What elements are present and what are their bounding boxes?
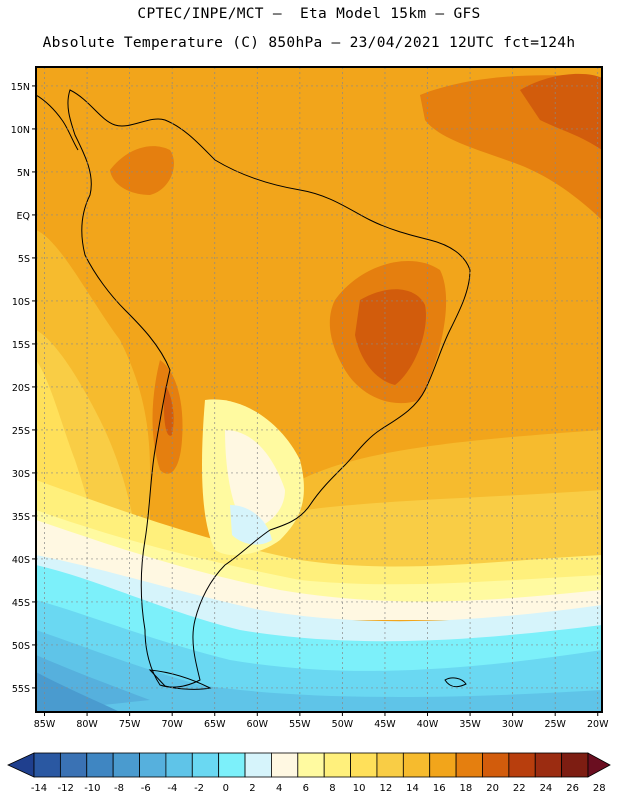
- lat-label: 25S: [12, 426, 30, 437]
- lat-label: 15N: [11, 82, 30, 93]
- lat-label: 45S: [12, 598, 30, 609]
- colorbar-label: 20: [486, 783, 499, 794]
- colorbar-swatch: [86, 752, 114, 778]
- colorbar-swatch: [297, 752, 325, 778]
- field-arg-cold: [230, 505, 272, 545]
- colorbar-label: 12: [379, 783, 392, 794]
- colorbar-label: 28: [593, 783, 606, 794]
- colorbar-swatch: [429, 752, 457, 778]
- lon-label: 80W: [76, 719, 98, 730]
- lon-label: 25W: [544, 719, 566, 730]
- colorbar-label: 2: [249, 783, 255, 794]
- map-frame: [35, 66, 603, 713]
- graticule: [36, 67, 602, 712]
- colorbar-swatch: [139, 752, 167, 778]
- colorbar-swatch: [33, 752, 61, 778]
- lat-label: 5N: [17, 168, 30, 179]
- field-atl-14: [250, 490, 602, 580]
- lat-label: EQ: [17, 211, 30, 222]
- colorbar-label: 8: [329, 783, 335, 794]
- lat-label: 50S: [12, 641, 30, 652]
- lat-label: 30S: [12, 469, 30, 480]
- colorbar-label: 16: [433, 783, 446, 794]
- colorbar-label: -8: [114, 783, 124, 794]
- colorbar-label: 18: [460, 783, 473, 794]
- lon-label: 85W: [34, 719, 56, 730]
- lat-label: 15S: [12, 340, 30, 351]
- colorbar-swatch: [376, 752, 404, 778]
- colorbar-label: -6: [141, 783, 151, 794]
- colorbar-label: -12: [58, 783, 74, 794]
- lon-label: 65W: [204, 719, 226, 730]
- field-andes-24: [163, 385, 174, 436]
- field-arg-cool2: [225, 430, 285, 530]
- colorbar-label: -2: [194, 783, 204, 794]
- colorbar-swatch: [218, 752, 246, 778]
- colorbar-swatch: [482, 752, 510, 778]
- colorbar-swatch: [508, 752, 536, 778]
- south-america-coastline: [67, 89, 471, 688]
- lon-label: 70W: [161, 719, 183, 730]
- field-south-m6: [36, 672, 120, 712]
- colorbar-label: 0: [223, 783, 229, 794]
- lat-label: 40S: [12, 555, 30, 566]
- lat-label: 5S: [18, 254, 30, 265]
- field-ne-hot: [520, 73, 602, 150]
- lat-label: 10N: [11, 125, 30, 136]
- colorbar-swatch: [271, 752, 299, 778]
- colorbar-label: 4: [276, 783, 282, 794]
- field-pacific-12: [36, 360, 95, 520]
- colorbar-label: -4: [167, 783, 177, 794]
- colorbar-swatch: [112, 752, 140, 778]
- colorbar-swatch: [191, 752, 220, 778]
- colorbar-label: 22: [513, 783, 526, 794]
- lat-label: 10S: [12, 297, 30, 308]
- field-venez-warm: [110, 146, 174, 195]
- colorbar-swatch: [350, 752, 378, 778]
- colorbar: -14 -12 -10 -8 -6 -4 -2 0 2 4 6 8 10 12 14 16 18 20 22 24 26…: [7, 752, 611, 794]
- latitude-labels: 15N 10N 5N EQ 5S 10S 15S 20S 25S 30S 35S 40S 45S 50S 5…: [11, 82, 36, 695]
- lon-label: 40W: [417, 719, 439, 730]
- lon-label: 35W: [459, 719, 481, 730]
- tierra-del-fuego: [148, 669, 212, 690]
- colorbar-swatch: [165, 752, 193, 778]
- central-america-coast: [36, 94, 79, 151]
- colorbar-swatch: [534, 752, 563, 778]
- field-brazil-24: [355, 289, 426, 385]
- lon-label: 60W: [247, 719, 269, 730]
- lat-label: 35S: [12, 512, 30, 523]
- lon-label: 75W: [119, 719, 141, 730]
- colorbar-swatch: [323, 752, 351, 778]
- lat-label: 20S: [12, 383, 30, 394]
- longitude-labels: 85W 80W 75W 70W 65W 60W 55W 50W 45W 40W 35W 30W 25W 2…: [34, 712, 609, 730]
- chart-title-line2: Absolute Temperature (C) 850hPa – 23/04/…: [42, 35, 576, 51]
- colorbar-label: 14: [406, 783, 419, 794]
- colorbar-label: 10: [353, 783, 366, 794]
- lon-label: 50W: [332, 719, 354, 730]
- colorbar-label: 6: [303, 783, 309, 794]
- lon-label: 55W: [289, 719, 311, 730]
- lon-label: 20W: [587, 719, 609, 730]
- colorbar-label: -10: [84, 783, 100, 794]
- colorbar-label: 26: [566, 783, 579, 794]
- colorbar-left-arrow: [7, 752, 35, 778]
- lat-label: 55S: [12, 684, 30, 695]
- falklands: [444, 677, 467, 688]
- colorbar-swatch: [59, 752, 88, 778]
- chart-title-line1: CPTEC/INPE/MCT – Eta Model 15km – GFS: [137, 6, 481, 22]
- field-south-m2: [36, 630, 602, 712]
- colorbar-label: -14: [31, 783, 47, 794]
- colorbar-swatch: [455, 752, 483, 778]
- colorbar-swatch: [561, 752, 589, 778]
- colorbar-label: 24: [540, 783, 553, 794]
- colorbar-right-arrow: [587, 752, 611, 778]
- lon-label: 45W: [374, 719, 396, 730]
- lon-label: 30W: [502, 719, 524, 730]
- colorbar-swatch: [244, 752, 272, 778]
- colorbar-swatch: [402, 752, 431, 778]
